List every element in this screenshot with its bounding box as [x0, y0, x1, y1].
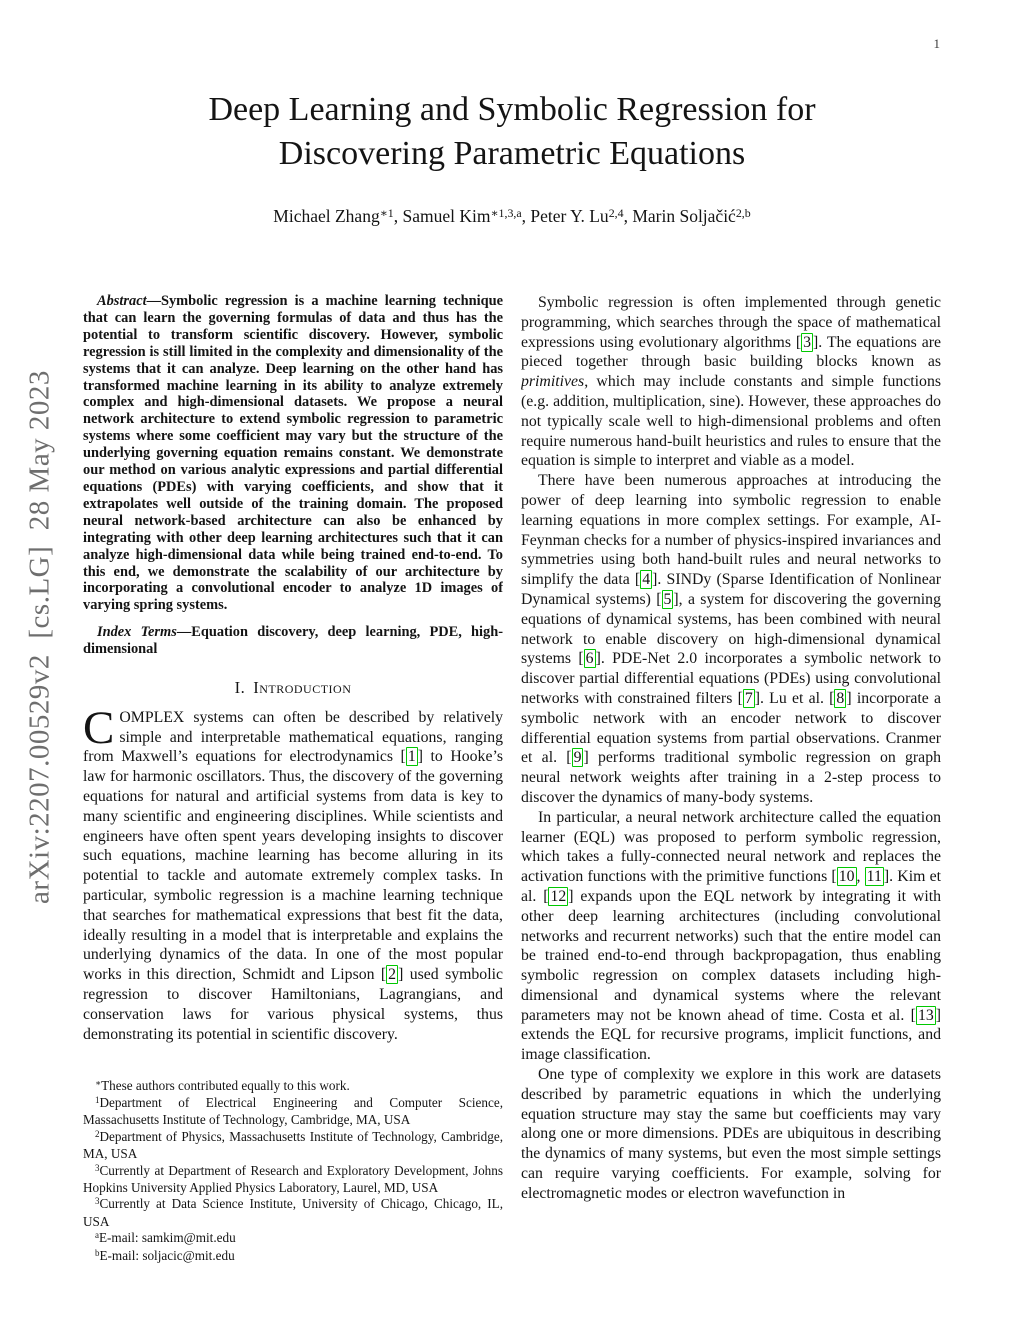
- footnote-email-b: bE-mail: soljacic@mit.edu: [95, 1247, 235, 1263]
- superscript-marker: ∗1: [379, 205, 394, 220]
- citation-link[interactable]: 8: [834, 688, 847, 708]
- citation-link[interactable]: 13: [915, 1005, 936, 1025]
- footnote-email-a: aE-mail: samkim@mit.edu: [95, 1230, 236, 1246]
- citation-link[interactable]: 3: [801, 332, 814, 352]
- citation-link[interactable]: 10: [836, 867, 857, 887]
- body-paragraph: Symbolic regression is often implemented…: [521, 294, 941, 470]
- body-paragraph: In particular, a neural network architec…: [521, 808, 941, 1064]
- section-title: Introduction: [253, 678, 352, 698]
- body-paragraph: There have been numerous approaches at i…: [521, 472, 941, 806]
- footnote-affiliation-1: 1Department of Electrical Engineering an…: [83, 1094, 503, 1128]
- left-column: Abstract—Symbolic regression is a machin…: [83, 293, 503, 1265]
- section-heading-introduction: I. Introduction: [83, 678, 503, 698]
- superscript-marker: a: [95, 1230, 99, 1241]
- authors-line: Michael Zhang∗1, Samuel Kim∗1,3,a, Peter…: [273, 205, 751, 226]
- paper-title-line1: Deep Learning and Symbolic Regression fo…: [208, 91, 816, 128]
- citation-link[interactable]: 9: [571, 748, 584, 768]
- superscript-marker: 2: [95, 1128, 100, 1139]
- paper-title-line2: Discovering Parametric Equations: [278, 135, 746, 172]
- paper-title: Deep Learning and Symbolic Regression fo…: [0, 88, 1024, 176]
- superscript-marker: b: [95, 1247, 100, 1258]
- footnote-equal-contribution: ∗These authors contributed equally to th…: [95, 1077, 350, 1093]
- citation-link[interactable]: 6: [583, 649, 596, 669]
- citation-link[interactable]: 4: [640, 570, 653, 590]
- author-footnotes: ∗These authors contributed equally to th…: [83, 1078, 503, 1265]
- superscript-marker: 1: [95, 1094, 100, 1105]
- superscript-marker: ∗: [95, 1077, 102, 1088]
- body-paragraph: One type of complexity we explore in thi…: [521, 1066, 941, 1202]
- abstract-paragraph: Abstract—Symbolic regression is a machin…: [83, 293, 503, 614]
- citation-link[interactable]: 12: [548, 886, 569, 906]
- footnote-affiliation-2: 2Department of Physics, Massachusetts In…: [83, 1128, 503, 1162]
- section-numeral: I.: [234, 678, 246, 698]
- arxiv-sidebar-banner: arXiv:2207.00529v2 [cs.LG] 28 May 2023: [23, 370, 56, 904]
- citation-link[interactable]: 2: [386, 965, 399, 985]
- text-segment: primitives: [521, 373, 585, 391]
- page-number: 1: [933, 36, 941, 51]
- citation-link[interactable]: 11: [864, 867, 884, 887]
- citation-link[interactable]: 5: [661, 589, 674, 609]
- index-terms-paragraph: Index Terms—Equation discovery, deep lea…: [83, 624, 503, 658]
- footnote-affiliation-3: 3Currently at Department of Research and…: [83, 1162, 503, 1195]
- superscript-marker: 2,b: [735, 205, 751, 220]
- footnote-affiliation-4: 3Currently at Data Science Institute, Un…: [83, 1196, 503, 1229]
- intro-paragraph: C OMPLEX systems can often be described b…: [83, 701, 503, 1043]
- citation-link[interactable]: 7: [742, 688, 755, 708]
- citation-link[interactable]: 1: [405, 747, 418, 767]
- right-column: Symbolic regression is often implemented…: [521, 293, 941, 1265]
- text-segment: C: [83, 701, 115, 754]
- text-segment: Abstract: [97, 293, 147, 309]
- superscript-marker: 3: [95, 1162, 100, 1173]
- superscript-marker: 2,4: [608, 205, 624, 220]
- superscript-marker: 3: [95, 1196, 100, 1207]
- superscript-marker: ∗1,3,a: [490, 205, 522, 220]
- text-segment: Index Terms: [97, 624, 177, 641]
